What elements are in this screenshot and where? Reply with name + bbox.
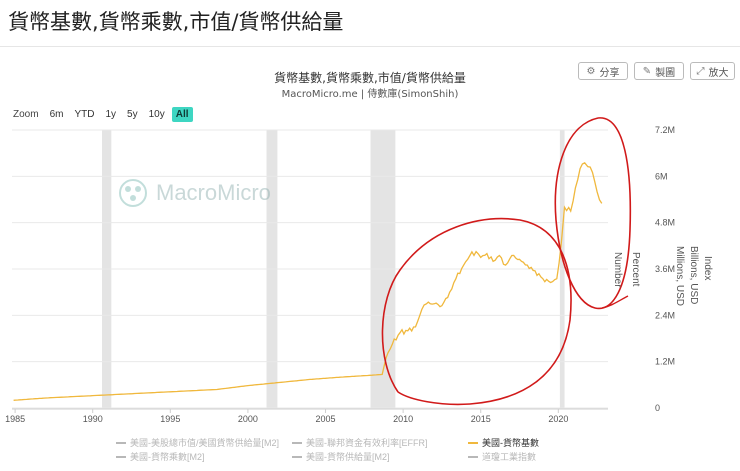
y-tick-label: 7.2M [655, 125, 675, 135]
series-lines [13, 161, 603, 401]
annotation-stroke-right [601, 295, 629, 309]
zoom-option-10y[interactable]: 10y [148, 109, 165, 120]
legend-swatch [468, 455, 478, 458]
enlarge-label: 放大 [708, 67, 729, 79]
zoom-option-ytd[interactable]: YTD [74, 109, 95, 120]
x-tick-label: 2000 [238, 414, 258, 424]
chart-subtitle: MacroMicro.me | 侍數庫(SimonShih) [281, 89, 459, 100]
legend-item-dow-jones[interactable]: 道瓊工業指數 [468, 450, 536, 463]
hand-drawn-annotations [381, 117, 632, 406]
zoom-label: Zoom [13, 109, 39, 120]
y-tick-label: 3.6M [655, 264, 675, 274]
legend-swatch [116, 441, 126, 444]
x-tick-label: 1990 [83, 414, 103, 424]
share-button[interactable]: ⚙ 分享 [578, 62, 628, 80]
legend-swatch [468, 441, 478, 444]
x-tick-label: 1995 [160, 414, 180, 424]
legend-item-market-cap-m2[interactable]: 美國-美股總市值/美國貨幣供給量[M2] [116, 436, 279, 449]
legend-swatch [116, 455, 126, 458]
y-tick-label: 2.4M [655, 310, 675, 320]
legend-label: 美國-美股總市值/美國貨幣供給量[M2] [130, 438, 280, 448]
zoom-option-all[interactable]: All [171, 107, 193, 122]
legend-item-money-multiplier[interactable]: 美國-貨幣乘數[M2] [116, 450, 205, 463]
macromicro-logo-icon [119, 179, 147, 207]
annotation-circle-qe [381, 217, 572, 406]
y-axis-title-number: Number [612, 252, 623, 288]
x-tick-label: 2010 [393, 414, 413, 424]
copy-chart-button[interactable]: ✎ 製圖 [634, 62, 684, 80]
pencil-icon: ✎ [642, 65, 652, 77]
legend-label: 美國-貨幣乘數[M2] [130, 452, 205, 462]
y-axis-ticks: 0 1.2M 2.4M 3.6M 4.8M 6M 7.2M [655, 125, 675, 413]
x-tick-label: 1985 [5, 414, 25, 424]
chart-title: 貨幣基數,貨幣乘數,市值/貨幣供給量 [274, 71, 466, 85]
legend-label: 美國-聯邦資金有效利率[EFFR] [306, 438, 428, 448]
y-tick-label: 4.8M [655, 218, 675, 228]
legend-item-monetary-base[interactable]: 美國-貨幣基數 [468, 436, 539, 449]
title-divider [0, 46, 740, 47]
legend-label: 美國-貨幣供給量[M2] [306, 452, 390, 462]
annotation-circle-pandemic [554, 117, 632, 310]
enlarge-icon: ⤢ [696, 65, 705, 77]
y-tick-label: 0 [655, 403, 660, 413]
zoom-bar: Zoom 6m YTD 1y 5y 10y All [13, 107, 196, 122]
copy-chart-label: 製圖 [655, 67, 676, 79]
legend-item-effr[interactable]: 美國-聯邦資金有效利率[EFFR] [292, 436, 428, 449]
gridlines [12, 129, 608, 409]
legend-label: 道瓊工業指數 [482, 452, 537, 462]
x-tick-label: 2015 [471, 414, 491, 424]
share-icon: ⚙ [586, 65, 596, 77]
series-line-monetary-base [13, 161, 603, 401]
legend-label: 美國-貨幣基數 [482, 438, 539, 448]
y-axis-title-billions: Billions, USD [688, 246, 699, 305]
page-title: 貨幣基數,貨幣乘數,市值/貨幣供給量 [8, 10, 344, 34]
zoom-option-6m[interactable]: 6m [49, 109, 64, 120]
y-tick-label: 1.2M [655, 357, 675, 367]
watermark: MacroMicro [118, 178, 271, 208]
zoom-option-5y[interactable]: 5y [127, 109, 138, 120]
legend-swatch [292, 441, 302, 444]
y-axis-title-millions: Millions, USD [674, 246, 685, 307]
enlarge-button[interactable]: ⤢ 放大 [690, 62, 735, 80]
x-tick-label: 2020 [548, 414, 568, 424]
x-tick-label: 2005 [316, 414, 336, 424]
y-tick-label: 6M [655, 171, 668, 181]
x-axis-ticks: 1985 1990 1995 2000 2005 2010 2015 2020 [5, 408, 608, 424]
watermark-text: MacroMicro [156, 180, 271, 205]
y-axis-title-index: Index [702, 256, 713, 281]
y-axis-title-percent: Percent [630, 252, 641, 287]
legend-item-m2[interactable]: 美國-貨幣供給量[M2] [292, 450, 390, 463]
share-label: 分享 [599, 67, 620, 79]
legend-swatch [292, 455, 302, 458]
zoom-option-1y[interactable]: 1y [105, 109, 117, 120]
